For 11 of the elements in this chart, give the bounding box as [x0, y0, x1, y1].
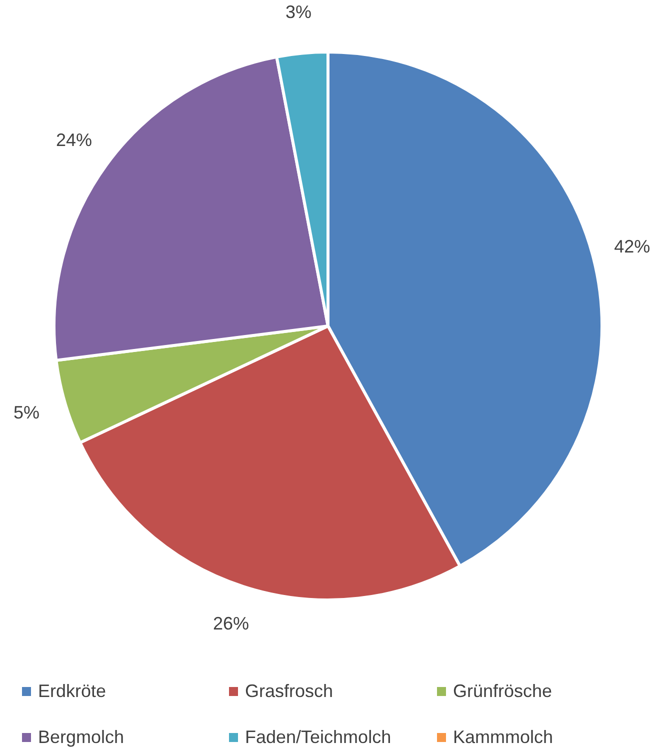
legend-label: Erdkröte	[38, 680, 106, 701]
legend-label: Grünfrösche	[453, 680, 552, 701]
legend-label: Faden/Teichmolch	[245, 726, 392, 747]
legend-label: Kammmolch	[453, 726, 554, 747]
data-label: 26%	[212, 613, 249, 634]
legend-label: Bergmolch	[38, 726, 124, 747]
data-label: 24%	[56, 130, 92, 150]
data-label: 3%	[285, 2, 312, 22]
data-label: 42%	[614, 236, 650, 257]
data-label: 5%	[13, 402, 40, 422]
legend-label: Grasfrosch	[245, 680, 334, 701]
